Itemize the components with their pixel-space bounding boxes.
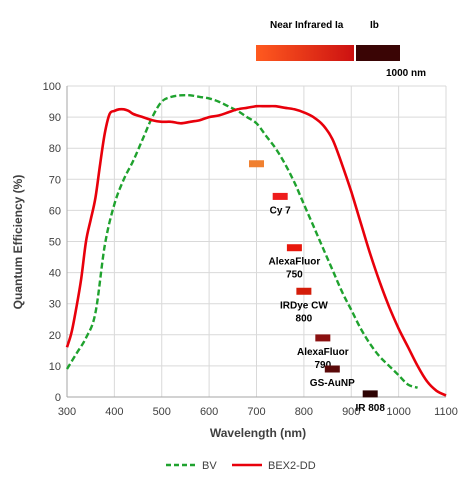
series-line-bex2-dd <box>65 104 447 397</box>
spectrum-label-a: Near Infrared Ia <box>270 20 344 31</box>
dye-marker <box>296 287 312 295</box>
dye-label: IRDye CW <box>280 300 328 311</box>
dye-label: 790 <box>314 360 331 371</box>
dye-label: IR 808 <box>355 403 385 414</box>
spectrum-bar-ia <box>256 45 354 61</box>
y-axis-title: Quantum Efficiency (%) <box>11 175 25 310</box>
dye-marker <box>324 365 340 373</box>
spectrum-label-b: Ib <box>370 20 379 31</box>
x-tick-label: 800 <box>295 406 313 418</box>
dye-marker <box>249 160 264 168</box>
y-tick-label: 60 <box>49 205 61 217</box>
x-tick-label: 900 <box>342 406 360 418</box>
legend-label-bex2-dd: BEX2-DD <box>268 460 316 472</box>
spectrum-bar-ib <box>356 45 400 61</box>
x-tick-label: 500 <box>153 406 171 418</box>
series-line-bv <box>65 93 418 389</box>
y-tick-label: 0 <box>55 392 61 404</box>
axes: 0 10 20 30 40 50 60 70 80 90 100 300 400 500 600 700 800… <box>43 81 458 418</box>
grid <box>66 85 447 398</box>
spectrum-end-label: 1000 nm <box>386 68 426 79</box>
series-layer <box>65 93 447 397</box>
x-tick-label: 1100 <box>434 406 458 418</box>
dye-label: AlexaFluor <box>297 347 349 358</box>
x-tick-label: 600 <box>200 406 218 418</box>
y-tick-label: 40 <box>49 268 61 280</box>
x-tick-label: 700 <box>247 406 265 418</box>
legend-label-bv: BV <box>202 460 217 472</box>
dye-marker <box>362 390 378 398</box>
dye-label: 800 <box>296 313 313 324</box>
y-tick-label: 90 <box>49 112 61 124</box>
dye-marker <box>315 334 331 342</box>
dye-label: GS-AuNP <box>310 378 355 389</box>
y-tick-label: 20 <box>49 330 61 342</box>
x-axis-title: Wavelength (nm) <box>210 426 306 440</box>
x-tick-label: 300 <box>58 406 76 418</box>
dye-marker <box>272 192 288 200</box>
dye-label: Cy 7 <box>270 205 292 216</box>
dye-marker <box>286 244 302 252</box>
y-tick-label: 50 <box>49 237 61 249</box>
y-tick-label: 30 <box>49 299 61 311</box>
y-tick-label: 10 <box>49 361 61 373</box>
legend: BV BEX2-DD <box>166 460 316 472</box>
dye-label: 750 <box>286 270 303 281</box>
y-tick-label: 100 <box>43 81 61 93</box>
dye-label: AlexaFluor <box>269 257 321 268</box>
marker-layer: Cy 7 AlexaFluor 750 IRDye CW 800 AlexaFluor 79… <box>249 160 385 414</box>
y-tick-label: 70 <box>49 174 61 186</box>
y-tick-label: 80 <box>49 143 61 155</box>
x-tick-label: 1000 <box>386 406 410 418</box>
x-tick-label: 400 <box>105 406 123 418</box>
